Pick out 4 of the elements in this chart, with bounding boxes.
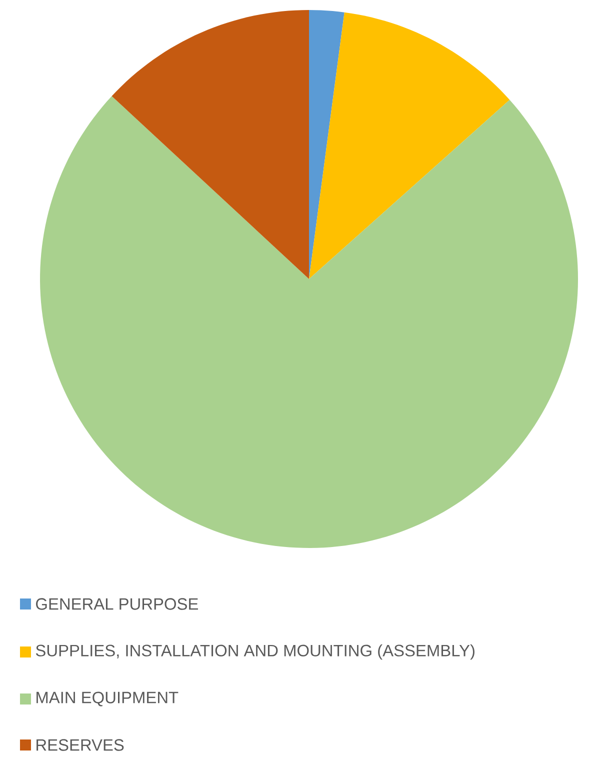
legend-label: GENERAL PURPOSE <box>36 598 198 610</box>
legend-label: RESERVES <box>36 739 124 751</box>
legend-label: SUPPLIES, INSTALLATION AND MOUNTING (ASSEMBLY) <box>36 644 474 660</box>
legend-label: MAIN EQUIPMENT <box>36 692 178 706</box>
